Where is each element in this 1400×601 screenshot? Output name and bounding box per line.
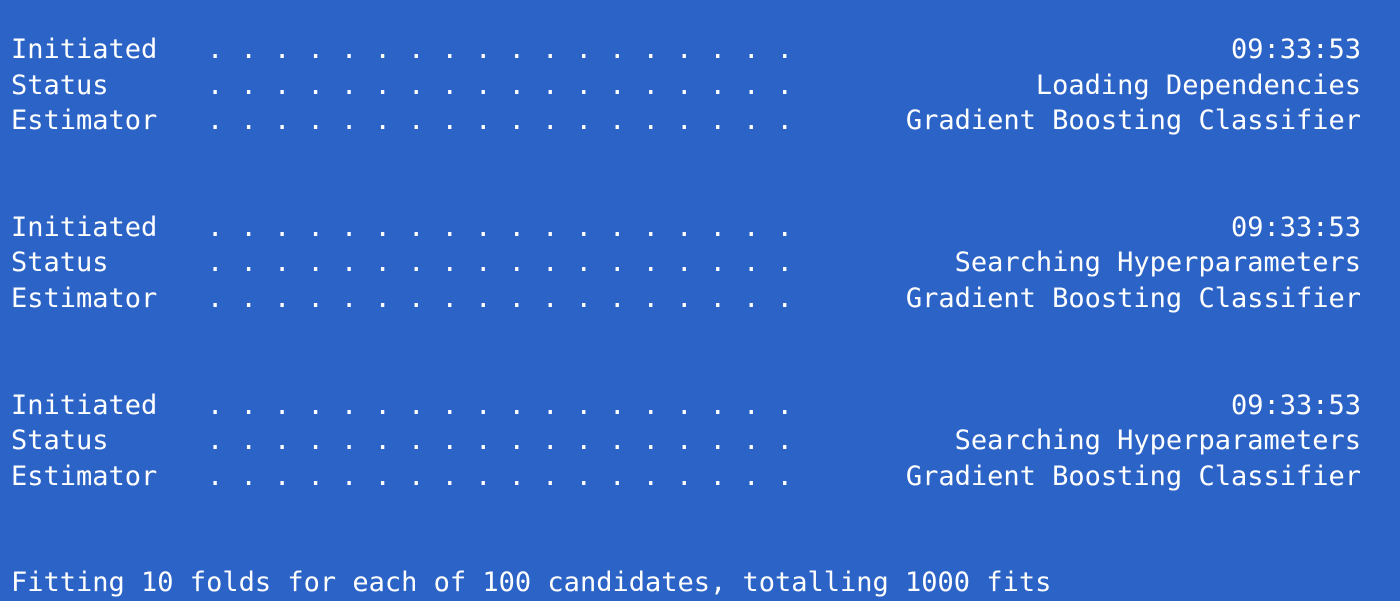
dot-leader: . . . . . . . . . . . . . . . . . . [207, 389, 794, 421]
initiated-time: 09:33:53 [1230, 389, 1361, 421]
initiated-time: 09:33:53 [1230, 211, 1361, 243]
status-value: Loading Dependencies [1035, 69, 1361, 101]
status-label: Status [11, 69, 109, 101]
initiated-label: Initiated [11, 34, 158, 65]
status-label: Status [11, 425, 109, 457]
dot-leader: . . . . . . . . . . . . . . . . . . [207, 425, 794, 457]
initiated-label: Initiated [11, 211, 158, 243]
estimator-row: Estimator . . . . . . . . . . . . . . . … [11, 459, 1361, 495]
estimator-label: Estimator [11, 460, 158, 492]
log-block-1: Initiated . . . . . . . . . . . . . . . … [11, 32, 1361, 139]
estimator-value: Gradient Boosting Classifier [905, 460, 1361, 492]
initiated-row: Initiated . . . . . . . . . . . . . . . … [11, 210, 1361, 246]
dot-leader: . . . . . . . . . . . . . . . . . . [207, 69, 794, 101]
dot-leader: . . . . . . . . . . . . . . . . . . [207, 247, 794, 279]
dot-leader: . . . . . . . . . . . . . . . . . . [207, 460, 794, 492]
status-label: Status [11, 247, 109, 279]
log-block-3: Initiated . . . . . . . . . . . . . . . … [11, 388, 1361, 495]
estimator-label: Estimator [11, 105, 158, 137]
estimator-row: Estimator . . . . . . . . . . . . . . . … [11, 103, 1361, 139]
status-row: Status . . . . . . . . . . . . . . . . .… [11, 423, 1361, 459]
estimator-value: Gradient Boosting Classifier [905, 105, 1361, 137]
dot-leader: . . . . . . . . . . . . . . . . . . [207, 34, 794, 65]
estimator-label: Estimator [11, 282, 158, 314]
status-row: Status . . . . . . . . . . . . . . . . .… [11, 68, 1361, 104]
dot-leader: . . . . . . . . . . . . . . . . . . [207, 282, 794, 314]
initiated-row: Initiated . . . . . . . . . . . . . . . … [11, 388, 1361, 424]
log-block-2: Initiated . . . . . . . . . . . . . . . … [11, 210, 1361, 317]
status-value: Searching Hyperparameters [954, 247, 1361, 279]
initiated-time: 09:33:53 [1230, 34, 1361, 65]
dot-leader: . . . . . . . . . . . . . . . . . . [207, 211, 794, 243]
status-row: Status . . . . . . . . . . . . . . . . .… [11, 245, 1361, 281]
terminal-output: Initiated . . . . . . . . . . . . . . . … [11, 32, 1361, 601]
estimator-row: Estimator . . . . . . . . . . . . . . . … [11, 281, 1361, 317]
estimator-value: Gradient Boosting Classifier [905, 282, 1361, 314]
status-value: Searching Hyperparameters [954, 425, 1361, 457]
initiated-label: Initiated [11, 389, 158, 421]
initiated-row: Initiated . . . . . . . . . . . . . . . … [11, 32, 1361, 68]
fit-message: Fitting 10 folds for each of 100 candida… [11, 567, 1052, 599]
dot-leader: . . . . . . . . . . . . . . . . . . [207, 105, 794, 137]
